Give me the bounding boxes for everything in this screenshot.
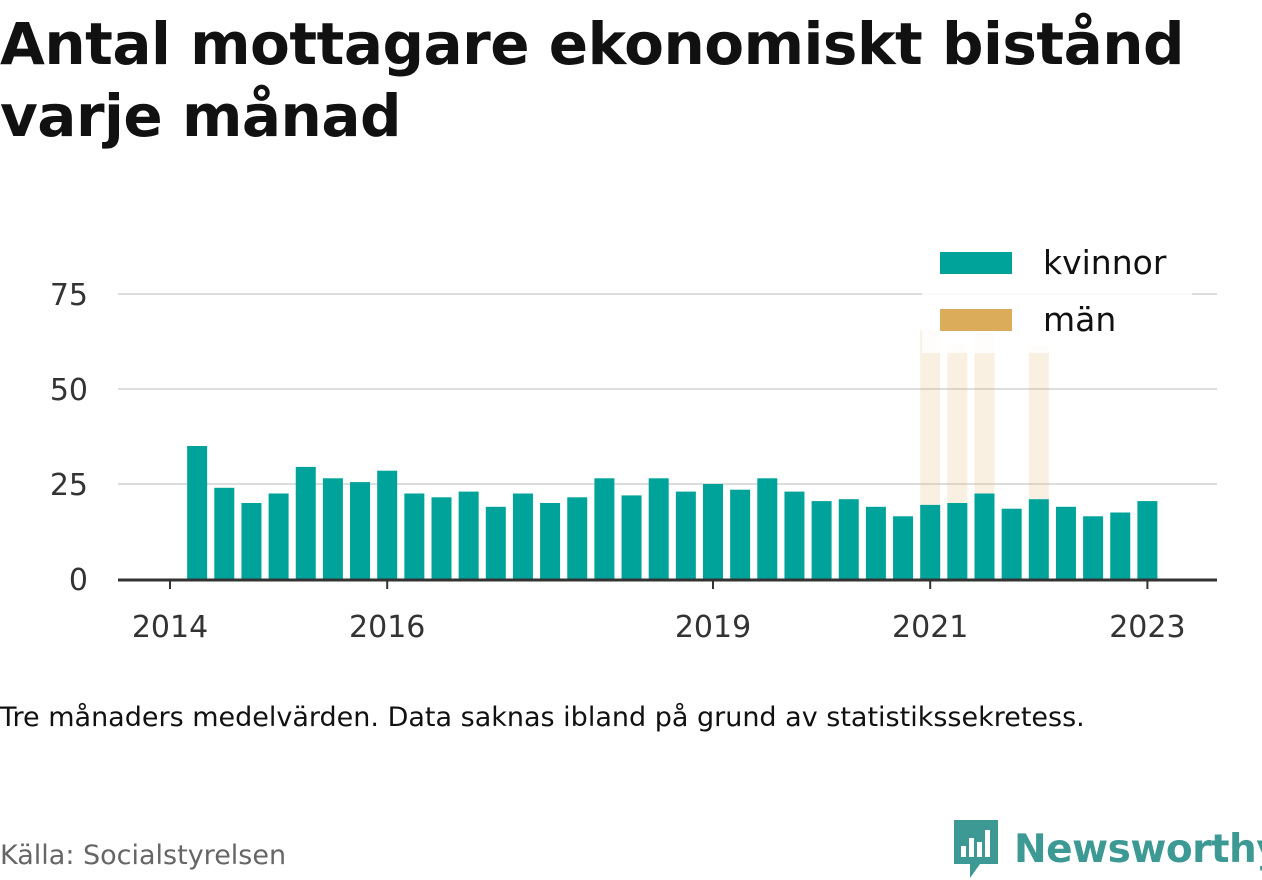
bar-kvinnor xyxy=(431,497,452,579)
bar-kvinnor xyxy=(485,506,506,579)
bar-kvinnor xyxy=(757,478,778,579)
x-tick-label: 2023 xyxy=(1109,610,1185,645)
bar-kvinnor xyxy=(811,501,832,579)
bar-kvinnor xyxy=(1028,499,1049,579)
bar-kvinnor xyxy=(730,489,751,579)
chart-title: Antal mottagare ekonomiskt bistånd varje… xyxy=(0,10,1185,150)
bar-kvinnor xyxy=(567,497,588,579)
legend-kvinnor-label: kvinnor xyxy=(1043,243,1167,282)
bar-kvinnor xyxy=(350,482,371,579)
x-tick-label: 2021 xyxy=(892,610,968,645)
bar-kvinnor xyxy=(295,466,316,579)
bar-kvinnor xyxy=(241,503,262,579)
y-tick-label: 25 xyxy=(50,468,88,503)
bar-kvinnor xyxy=(947,503,968,579)
brand-logo: Newsworthy xyxy=(950,818,1262,880)
chart-note: Tre månaders medelvärden. Data saknas ib… xyxy=(0,702,1085,733)
bar-kvinnor xyxy=(974,493,995,579)
bar-kvinnor xyxy=(268,493,289,579)
legend-kvinnor-swatch xyxy=(940,252,1012,274)
bar-kvinnor xyxy=(594,478,615,579)
bar-kvinnor xyxy=(404,493,425,579)
bar-kvinnor xyxy=(703,484,723,579)
bar-kvinnor xyxy=(920,504,941,579)
brand-name: Newsworthy xyxy=(1014,826,1262,872)
bar-kvinnor xyxy=(893,516,914,579)
bar-kvinnor xyxy=(648,478,669,579)
x-tick-label: 2019 xyxy=(675,610,751,645)
legend: kvinnor män xyxy=(922,238,1192,353)
bar-kvinnor xyxy=(1083,516,1104,579)
y-tick-label: 75 xyxy=(50,278,88,313)
x-tick-label: 2016 xyxy=(349,610,425,645)
bar-kvinnor xyxy=(1137,501,1158,579)
bar-kvinnor xyxy=(865,506,886,579)
source-label: Källa: Socialstyrelsen xyxy=(0,840,287,871)
bars xyxy=(187,446,1158,579)
bar-kvinnor xyxy=(214,487,235,579)
newsworthy-logo-icon xyxy=(954,820,998,878)
bar-kvinnor xyxy=(1055,506,1076,579)
axes: 0 25 50 75 2014 2016 2019 2021 2023 xyxy=(50,278,1217,645)
stacked-bar-chart: 0 25 50 75 2014 2016 2019 2021 2023 kvinnor män xyxy=(50,238,1217,645)
bar-kvinnor xyxy=(187,446,208,579)
bar-kvinnor xyxy=(838,499,859,579)
legend-man-label: män xyxy=(1043,300,1116,339)
bar-kvinnor xyxy=(540,503,561,579)
bar-kvinnor xyxy=(621,495,642,579)
bar-kvinnor xyxy=(784,491,805,579)
y-tick-label: 0 xyxy=(69,563,88,598)
legend-man-swatch xyxy=(940,309,1012,331)
bar-kvinnor xyxy=(458,491,479,579)
bar-kvinnor xyxy=(512,493,533,579)
bar-kvinnor xyxy=(322,478,343,579)
y-tick-label: 50 xyxy=(50,373,88,408)
bar-kvinnor xyxy=(675,491,696,579)
x-tick-label: 2014 xyxy=(132,610,208,645)
bar-kvinnor xyxy=(377,470,398,579)
bar-kvinnor xyxy=(1110,512,1131,579)
bar-kvinnor xyxy=(1001,508,1022,579)
